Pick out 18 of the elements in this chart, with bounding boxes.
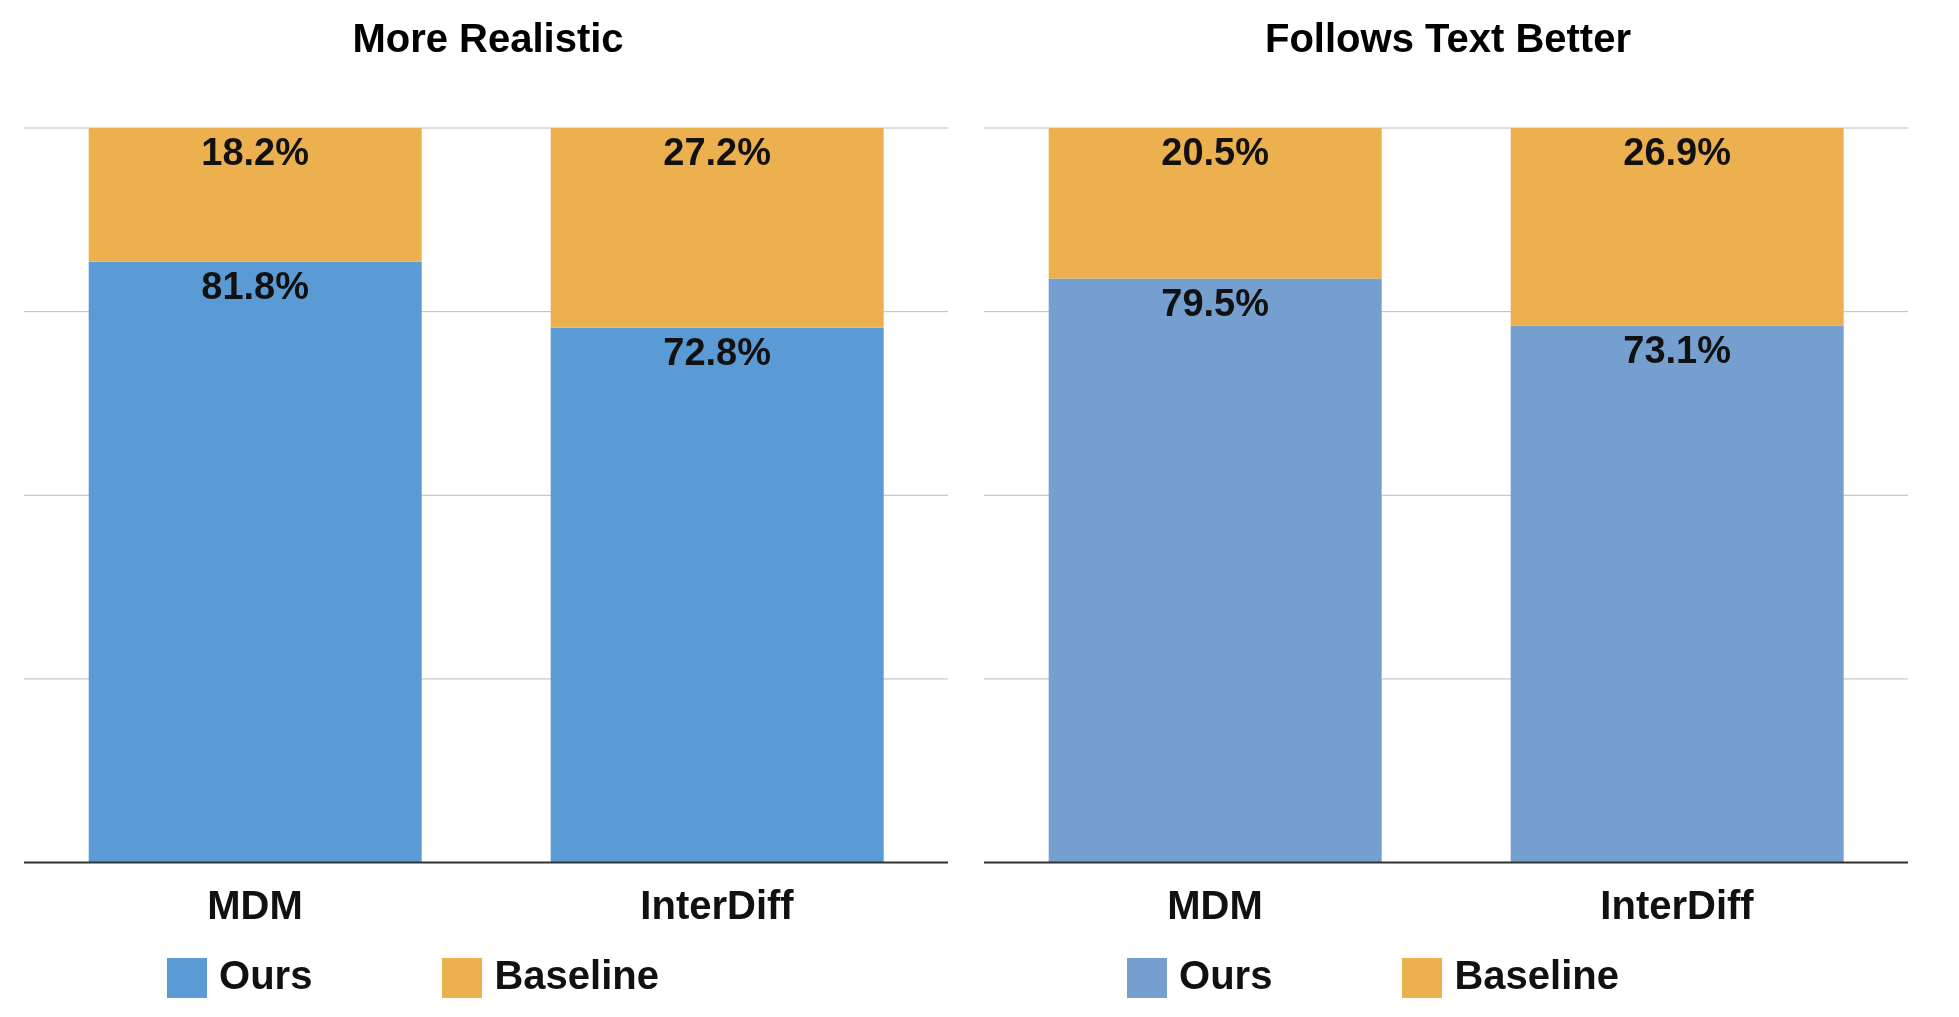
x-tick-label: InterDiff [1600,882,1755,927]
chart-title: More Realistic [351,15,625,62]
legend-label: Ours [219,952,313,997]
data-label: 27.2% [663,130,772,173]
data-label: 79.5% [1161,281,1270,324]
x-tick-label: MDM [207,882,303,927]
legend-label: Baseline [494,952,659,997]
data-label: 26.9% [1623,130,1732,173]
x-tick-label: InterDiff [640,882,795,927]
data-label: 18.2% [201,130,310,173]
chart-title: Follows Text Better [1264,15,1632,62]
data-label: 81.8% [201,264,310,307]
legend-label: Baseline [1454,952,1619,997]
data-label: 72.8% [663,330,772,373]
data-label: 20.5% [1161,130,1270,173]
x-tick-label: MDM [1167,882,1263,927]
legend-label: Ours [1179,952,1273,997]
data-label: 73.1% [1623,328,1732,371]
